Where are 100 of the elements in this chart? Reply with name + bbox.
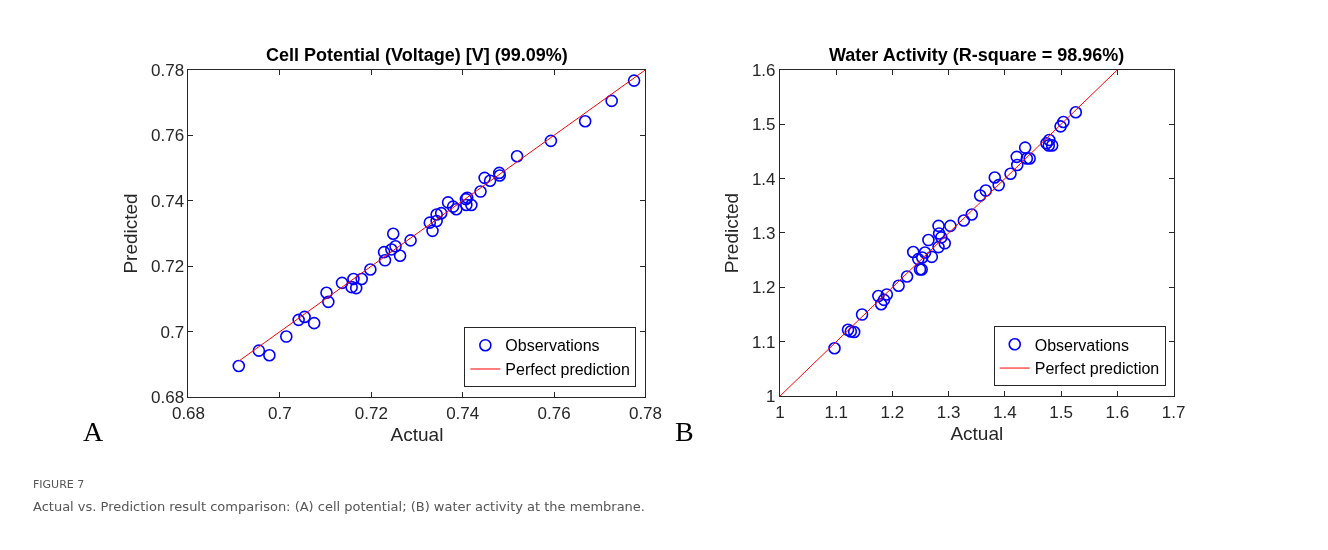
text: Actual vs. Prediction result comparison: (A) cell potential; (B) water activity at the membrane. xyxy=(33,499,645,514)
legend-label: Observations xyxy=(1034,336,1129,354)
point xyxy=(979,184,993,197)
y-tick-label: 1.6 xyxy=(751,60,776,80)
point xyxy=(474,185,487,198)
point xyxy=(446,200,460,213)
point xyxy=(460,198,473,212)
point xyxy=(957,214,971,227)
y-tick-label: 0.74 xyxy=(151,191,185,211)
point xyxy=(988,171,1002,184)
y-tick-label: 1.5 xyxy=(751,115,776,135)
y-tick-label: 1.3 xyxy=(751,223,776,243)
point xyxy=(378,254,392,267)
x-tick-label: 1.7 xyxy=(1161,402,1186,422)
point xyxy=(880,288,894,301)
point xyxy=(906,245,920,259)
point xyxy=(510,149,524,163)
point xyxy=(298,310,311,324)
point xyxy=(434,206,448,220)
point xyxy=(426,224,439,238)
y-tick-label: 0.76 xyxy=(151,126,185,146)
x-tick-label: 0.74 xyxy=(446,403,480,423)
point xyxy=(965,208,979,221)
y-tick-label: 1.4 xyxy=(751,169,776,189)
point xyxy=(252,344,266,357)
point xyxy=(232,359,246,373)
point xyxy=(973,189,987,202)
point xyxy=(605,94,618,108)
point xyxy=(915,251,929,264)
point xyxy=(386,227,400,241)
point xyxy=(900,270,914,283)
point xyxy=(441,196,455,209)
point xyxy=(335,276,349,290)
x-tick-label: 1.2 xyxy=(880,402,905,422)
point xyxy=(478,171,491,185)
x-axis-title: Actual xyxy=(950,423,1004,445)
point xyxy=(578,114,592,128)
point xyxy=(1069,105,1083,119)
point xyxy=(355,272,368,286)
point xyxy=(347,272,360,286)
point xyxy=(912,252,925,266)
point xyxy=(918,246,932,259)
y-tick-label: 0.7 xyxy=(160,322,185,342)
point xyxy=(345,280,358,294)
legend-label: Observations xyxy=(505,337,600,355)
point xyxy=(627,74,641,87)
x-tick-label: 1.4 xyxy=(993,402,1017,422)
point xyxy=(263,348,276,362)
point xyxy=(922,233,935,247)
point xyxy=(1004,167,1017,180)
y-tick-label: 0.72 xyxy=(151,257,185,277)
point xyxy=(544,134,558,148)
point xyxy=(430,214,443,228)
point xyxy=(1057,115,1070,129)
point xyxy=(423,216,437,229)
x-tick-label: 1.1 xyxy=(824,402,849,422)
point xyxy=(874,297,888,311)
point xyxy=(855,308,869,321)
point xyxy=(1010,158,1024,172)
point xyxy=(377,245,391,259)
y-axis-title: Predicted xyxy=(119,193,141,274)
y-tick-label: 1 xyxy=(766,387,776,407)
point xyxy=(828,341,841,355)
text: A xyxy=(83,416,104,447)
point xyxy=(1054,120,1067,133)
y-tick-label: 1.1 xyxy=(751,332,776,352)
point xyxy=(932,227,946,240)
point xyxy=(1018,141,1032,154)
x-tick-label: 1.3 xyxy=(936,402,961,422)
point xyxy=(465,198,478,212)
point xyxy=(320,286,333,299)
point xyxy=(404,234,417,247)
y-axis-title: Predicted xyxy=(720,192,742,274)
point xyxy=(450,202,463,216)
point xyxy=(932,219,945,233)
point xyxy=(935,231,948,244)
point xyxy=(430,208,443,221)
point xyxy=(932,240,945,254)
x-tick-label: 0.76 xyxy=(537,403,571,423)
point xyxy=(992,178,1006,192)
point xyxy=(483,174,497,188)
point xyxy=(393,249,407,263)
chart-title: Cell Potential (Voltage) [V] (99.09%) xyxy=(266,45,568,65)
point xyxy=(385,243,398,256)
point xyxy=(280,330,293,343)
legend-label: Perfect prediction xyxy=(1034,360,1160,378)
point xyxy=(944,219,957,233)
point xyxy=(892,279,905,293)
y-tick-label: 0.78 xyxy=(151,60,185,80)
point xyxy=(292,313,305,327)
point xyxy=(307,316,321,330)
x-tick-label: 0.72 xyxy=(354,403,388,423)
point xyxy=(364,263,377,276)
point xyxy=(872,289,885,303)
point xyxy=(389,239,402,253)
caption: FIGURE 7 xyxy=(33,478,85,491)
x-tick-label: 0.78 xyxy=(628,403,663,423)
point xyxy=(938,237,952,250)
point xyxy=(925,250,939,264)
point xyxy=(322,295,335,309)
